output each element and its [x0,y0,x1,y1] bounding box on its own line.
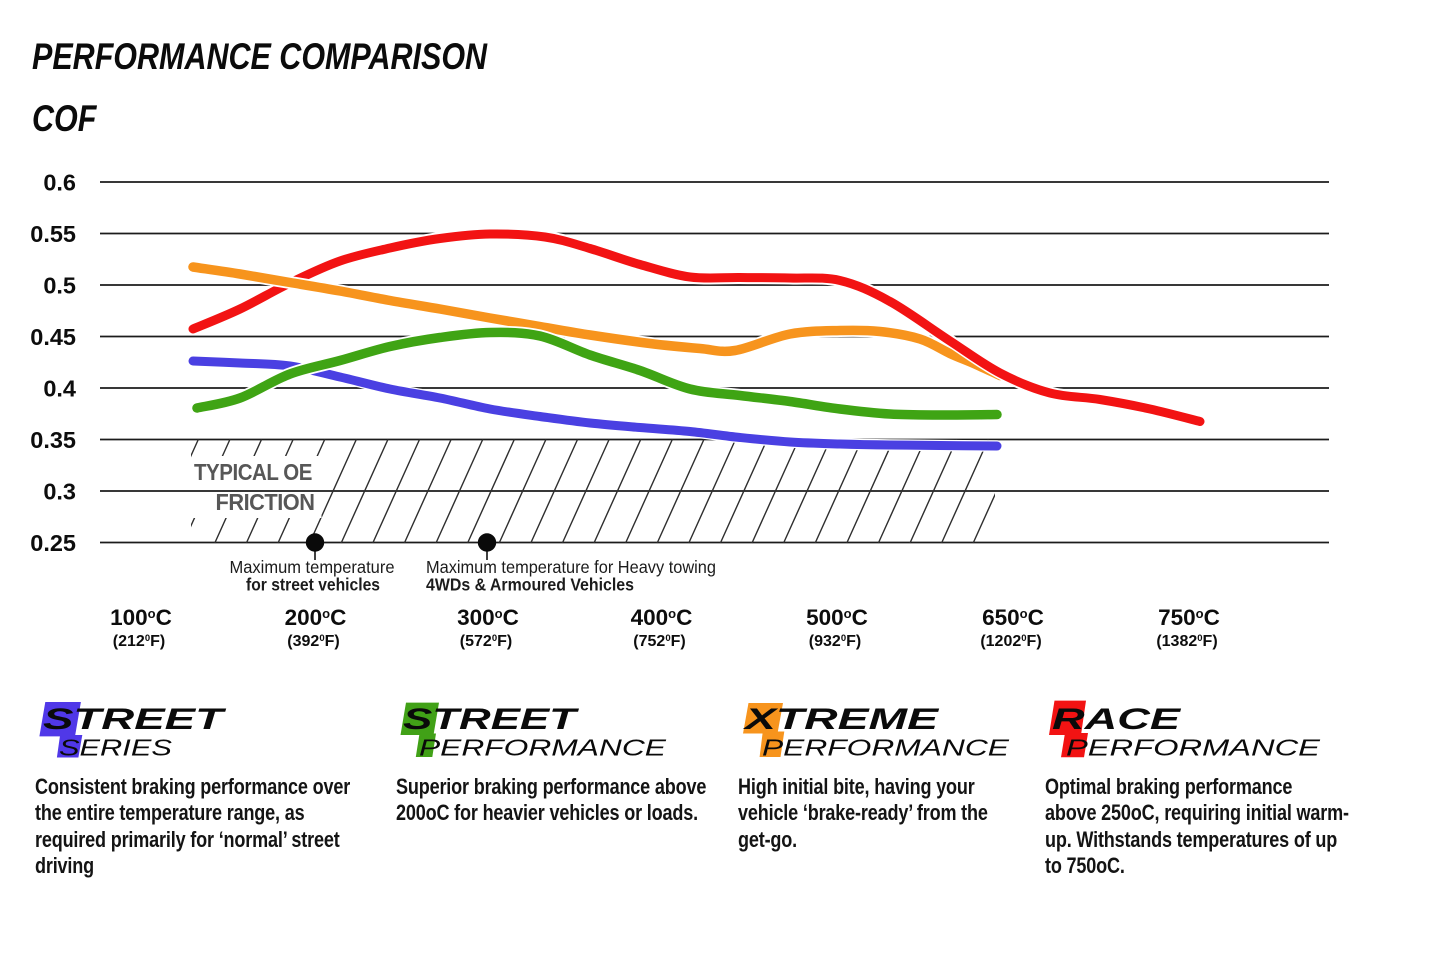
svg-text:Maximum temperature: Maximum temperature [230,557,395,577]
svg-text:(12020F): (12020F) [980,633,1041,650]
svg-text:SERIES: SERIES [59,734,172,760]
svg-text:(5720F): (5720F) [460,633,512,650]
svg-text:(2120F): (2120F) [113,633,165,650]
svg-text:FRICTION: FRICTION [216,489,315,515]
svg-text:100oC: 100oC [110,605,172,630]
svg-text:PERFORMANCE: PERFORMANCE [1066,734,1321,760]
svg-text:0.35: 0.35 [30,427,76,453]
svg-text:TYPICAL OE: TYPICAL OE [194,459,312,485]
svg-text:750oC: 750oC [1158,605,1220,630]
svg-text:500oC: 500oC [806,605,868,630]
svg-text:for street vehicles: for street vehicles [246,575,380,595]
svg-text:(13820F): (13820F) [1156,633,1217,650]
svg-text:400oC: 400oC [631,605,693,630]
svg-text:STREET: STREET [43,703,227,736]
svg-text:0.25: 0.25 [30,530,76,556]
svg-text:PERFORMANCE: PERFORMANCE [419,735,667,761]
svg-text:PERFORMANCE: PERFORMANCE [762,735,1010,761]
svg-text:(3920F): (3920F) [287,633,339,650]
svg-text:200oC: 200oC [285,605,347,630]
svg-text:RACE: RACE [1052,703,1182,737]
svg-text:0.5: 0.5 [43,273,76,299]
svg-text:300oC: 300oC [457,605,519,630]
svg-text:(9320F): (9320F) [809,633,861,650]
svg-text:4WDs & Armoured Vehicles: 4WDs & Armoured Vehicles [426,575,634,595]
svg-text:XTREME: XTREME [743,703,940,736]
svg-text:0.4: 0.4 [43,376,76,402]
svg-text:STREET: STREET [403,702,580,736]
svg-text:0.6: 0.6 [43,170,76,196]
svg-text:650oC: 650oC [982,605,1044,630]
svg-text:Maximum temperature for Heavy: Maximum temperature for Heavy towing [426,557,716,577]
svg-text:(7520F): (7520F) [633,633,685,650]
svg-text:0.55: 0.55 [30,221,76,247]
svg-text:0.45: 0.45 [30,324,76,350]
svg-text:0.3: 0.3 [43,479,76,505]
